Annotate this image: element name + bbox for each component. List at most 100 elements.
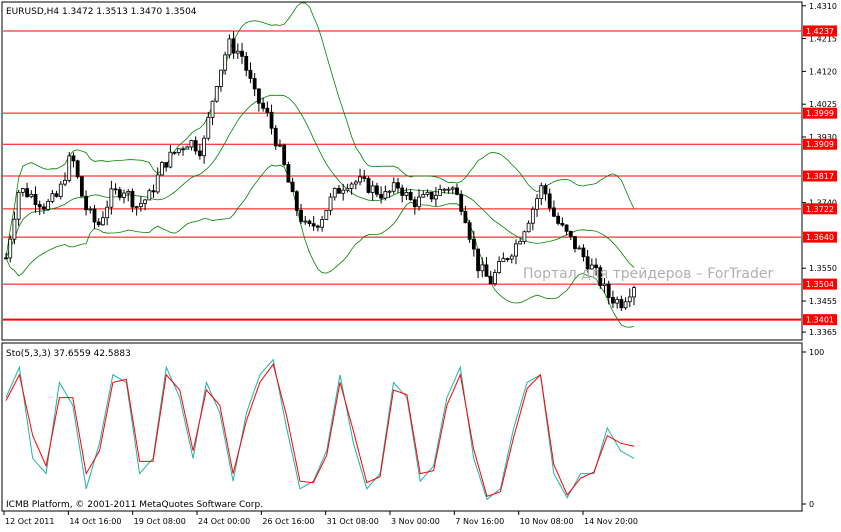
candle-body[interactable]: [484, 264, 489, 277]
candle-body[interactable]: [480, 264, 485, 272]
candle-body[interactable]: [265, 107, 270, 113]
candle-body[interactable]: [252, 78, 257, 90]
candle-body[interactable]: [278, 144, 282, 147]
candle-body[interactable]: [151, 190, 156, 193]
candle-body[interactable]: [552, 207, 556, 217]
candle-body[interactable]: [581, 247, 586, 258]
candle-body[interactable]: [261, 102, 266, 109]
candle-body[interactable]: [294, 191, 299, 211]
candle-body[interactable]: [509, 255, 514, 260]
candle-body[interactable]: [25, 188, 29, 198]
candle-body[interactable]: [235, 50, 240, 54]
candle-body[interactable]: [387, 190, 392, 193]
candle-body[interactable]: [269, 111, 274, 129]
candle-body[interactable]: [417, 196, 421, 208]
candle-body[interactable]: [535, 198, 539, 210]
candle-body[interactable]: [155, 174, 160, 193]
candle-body[interactable]: [374, 185, 379, 195]
candle-body[interactable]: [172, 151, 177, 154]
candle-body[interactable]: [404, 192, 409, 196]
candle-body[interactable]: [539, 185, 544, 200]
candle-body[interactable]: [434, 194, 438, 200]
candle-body[interactable]: [446, 188, 451, 191]
candle-body[interactable]: [46, 200, 51, 210]
candle-body[interactable]: [501, 258, 506, 262]
candle-body[interactable]: [240, 50, 244, 57]
candle-body[interactable]: [577, 247, 582, 250]
candle-body[interactable]: [122, 192, 126, 198]
candle-body[interactable]: [33, 193, 38, 205]
candle-body[interactable]: [126, 191, 131, 194]
candle-body[interactable]: [37, 204, 42, 208]
candle-body[interactable]: [564, 224, 569, 232]
candle-body[interactable]: [619, 299, 624, 309]
candle-body[interactable]: [585, 256, 590, 270]
candle-body[interactable]: [286, 164, 291, 183]
candle-body[interactable]: [113, 188, 118, 191]
candle-body[interactable]: [488, 275, 493, 285]
candle-body[interactable]: [556, 215, 561, 224]
candle-body[interactable]: [505, 258, 510, 260]
candle-body[interactable]: [147, 190, 152, 201]
candle-body[interactable]: [455, 187, 459, 195]
candle-body[interactable]: [408, 192, 413, 201]
candle-body[interactable]: [8, 238, 13, 259]
candle-body[interactable]: [256, 88, 261, 104]
candle-body[interactable]: [84, 195, 88, 211]
candle-body[interactable]: [189, 140, 194, 148]
candle-body[interactable]: [362, 176, 367, 179]
candle-body[interactable]: [594, 264, 598, 269]
candle-body[interactable]: [442, 188, 447, 191]
candle-body[interactable]: [227, 38, 232, 56]
candle-body[interactable]: [611, 297, 615, 304]
candle-body[interactable]: [109, 188, 114, 208]
candle-body[interactable]: [573, 236, 577, 249]
candle-body[interactable]: [202, 137, 206, 157]
candle-body[interactable]: [328, 196, 333, 211]
candle-body[interactable]: [497, 261, 502, 273]
candle-body[interactable]: [543, 185, 548, 195]
candle-body[interactable]: [627, 296, 632, 303]
candle-body[interactable]: [514, 243, 518, 257]
candle-body[interactable]: [206, 117, 211, 139]
stochastic-window[interactable]: Sto(5,3,3) 37.6559 42.5883 0 100 ICMB Pla…: [1, 342, 824, 512]
candle-body[interactable]: [324, 210, 329, 220]
candle-body[interactable]: [560, 222, 565, 226]
candle-body[interactable]: [29, 193, 34, 198]
candle-body[interactable]: [467, 222, 472, 240]
candle-body[interactable]: [96, 221, 101, 226]
candle-body[interactable]: [332, 188, 337, 198]
candle-body[interactable]: [54, 193, 59, 197]
candle-body[interactable]: [337, 188, 341, 194]
candle-body[interactable]: [632, 287, 636, 298]
candle-body[interactable]: [210, 100, 215, 118]
candle-body[interactable]: [219, 69, 223, 87]
candle-body[interactable]: [353, 181, 358, 185]
candle-body[interactable]: [160, 162, 164, 176]
candle-body[interactable]: [383, 191, 388, 199]
candle-body[interactable]: [75, 160, 80, 178]
candle-body[interactable]: [615, 299, 620, 304]
candle-body[interactable]: [71, 155, 76, 162]
candle-body[interactable]: [476, 248, 480, 272]
candle-body[interactable]: [530, 208, 535, 224]
candle-body[interactable]: [231, 38, 236, 54]
candle-body[interactable]: [168, 151, 173, 168]
candle-body[interactable]: [248, 69, 253, 79]
candle-body[interactable]: [164, 162, 169, 168]
candle-body[interactable]: [471, 238, 476, 250]
candle-body[interactable]: [290, 181, 295, 193]
candle-body[interactable]: [412, 199, 417, 208]
candle-body[interactable]: [214, 86, 219, 102]
candle-body[interactable]: [101, 217, 105, 226]
candle-body[interactable]: [598, 267, 603, 287]
candle-body[interactable]: [307, 220, 312, 225]
candle-body[interactable]: [197, 150, 202, 157]
candle-body[interactable]: [345, 187, 350, 191]
candle-body[interactable]: [358, 176, 362, 183]
candle-body[interactable]: [606, 283, 611, 298]
candle-body[interactable]: [602, 283, 607, 287]
candle-body[interactable]: [568, 230, 573, 237]
